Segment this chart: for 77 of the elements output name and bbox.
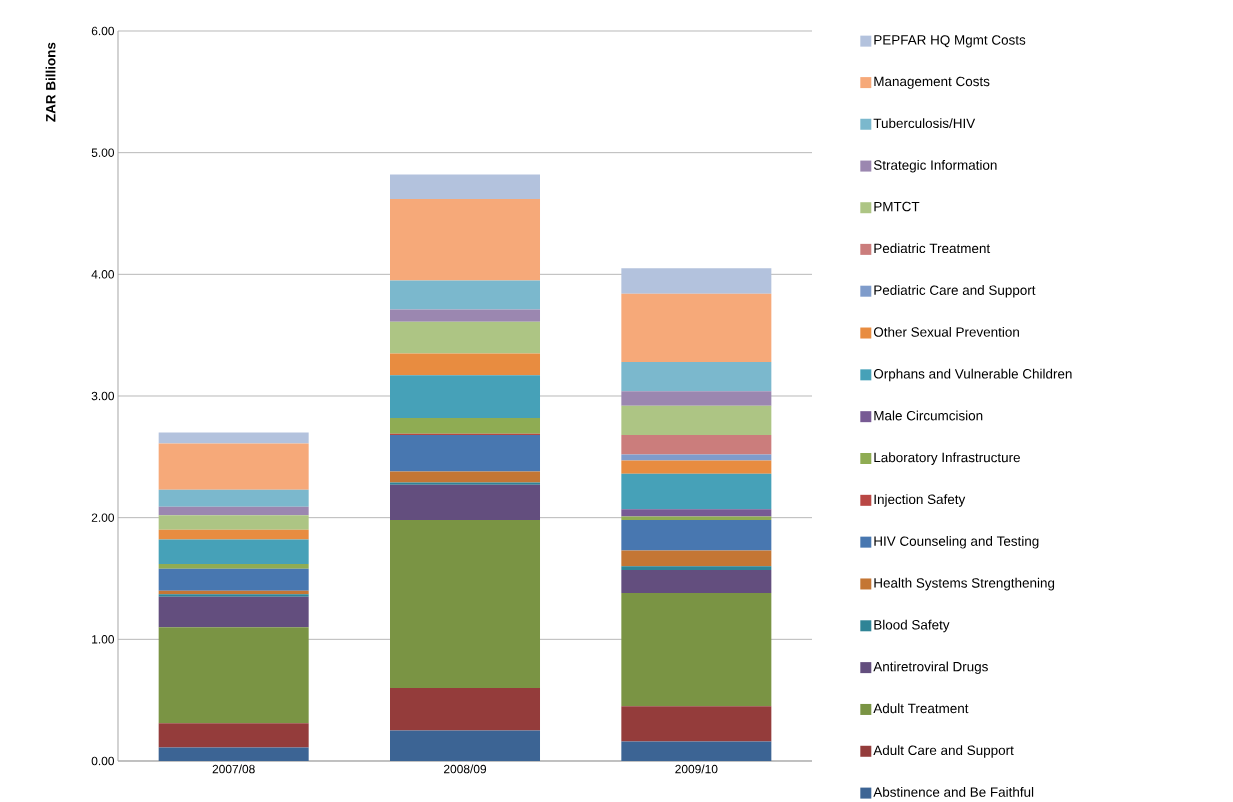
legend-label: Other Sexual Prevention — [873, 326, 1019, 337]
bar — [390, 417, 541, 434]
y-tick-label: 4.00 — [91, 270, 115, 279]
bar — [390, 471, 541, 483]
bar — [621, 454, 772, 461]
legend-label: Pediatric Treatment — [874, 243, 991, 254]
bar — [158, 747, 309, 761]
bar — [621, 569, 772, 594]
bar — [158, 568, 309, 591]
legend-label: PMTCT — [874, 201, 920, 212]
bar — [158, 489, 309, 507]
bar — [621, 550, 772, 567]
legend-label: Tuberculosis/HIV — [873, 118, 976, 128]
bar — [158, 432, 309, 444]
bar — [390, 482, 541, 485]
legend-label: Laboratory Infrastructure — [874, 452, 1020, 465]
bar — [390, 174, 541, 199]
legend-label: Orphans and Vulnerable Children — [873, 368, 1072, 382]
y-tick-label: 5.00 — [91, 148, 115, 157]
bar — [158, 515, 309, 530]
legend-label: Abstinence and Be Faithful — [873, 786, 1034, 797]
bar — [621, 473, 772, 510]
bar — [158, 723, 309, 748]
bar — [390, 321, 541, 354]
bar — [390, 730, 541, 761]
y-tick-label: 6.00 — [91, 26, 115, 36]
x-tick-label: 2007/08 — [212, 764, 255, 774]
bar — [621, 434, 772, 455]
bar — [390, 520, 541, 688]
bar — [390, 434, 541, 472]
bar — [621, 520, 772, 551]
y-tick-label: 3.00 — [91, 391, 115, 401]
bar — [621, 509, 772, 517]
legend-label: Injection Safety — [874, 494, 966, 507]
bar — [621, 566, 772, 570]
bar — [621, 593, 772, 707]
y-tick-label: 2.00 — [91, 513, 115, 522]
bar — [158, 506, 309, 516]
bar — [158, 596, 309, 628]
bar — [621, 268, 772, 294]
bar — [390, 375, 541, 418]
y-tick-label: 1.00 — [92, 635, 115, 644]
legend-label: Adult Care and Support — [873, 745, 1014, 758]
bar — [158, 539, 309, 564]
bar — [390, 309, 541, 322]
y-tick-label: 0.00 — [91, 756, 115, 766]
bar — [390, 484, 541, 521]
bar — [621, 391, 772, 406]
y-axis-title: ZAR Billions — [45, 42, 56, 122]
bar — [158, 594, 309, 597]
legend-label: Antiretroviral Drugs — [873, 661, 988, 675]
bar — [158, 563, 309, 569]
bar — [621, 293, 772, 362]
legend-label: Strategic Information — [873, 159, 997, 173]
bar — [621, 460, 772, 474]
bar — [158, 443, 309, 490]
bar — [390, 198, 541, 281]
legend-label: Adult Treatment — [873, 703, 969, 714]
bar — [390, 688, 541, 731]
bar — [158, 627, 309, 724]
legend-label: Male Circumcision — [874, 410, 983, 421]
x-tick-label: 2008/09 — [443, 764, 487, 774]
legend-label: Blood Safety — [874, 619, 950, 633]
bar — [621, 706, 772, 742]
bar — [621, 405, 772, 435]
bar — [390, 280, 541, 310]
legend-label: PEPFAR HQ Mgmt Costs — [874, 35, 1026, 48]
legend-label: HIV Counseling and Testing — [874, 536, 1039, 549]
bar — [621, 361, 772, 392]
legend-label: Management Costs — [874, 76, 990, 89]
bar — [621, 741, 772, 761]
legend-label: Health Systems Strengthening — [874, 577, 1055, 591]
bar — [621, 516, 772, 521]
bar — [390, 353, 541, 376]
legend-label: Pediatric Care and Support — [874, 285, 1036, 298]
x-tick-label: 2009/10 — [675, 764, 718, 774]
bar — [158, 529, 309, 540]
